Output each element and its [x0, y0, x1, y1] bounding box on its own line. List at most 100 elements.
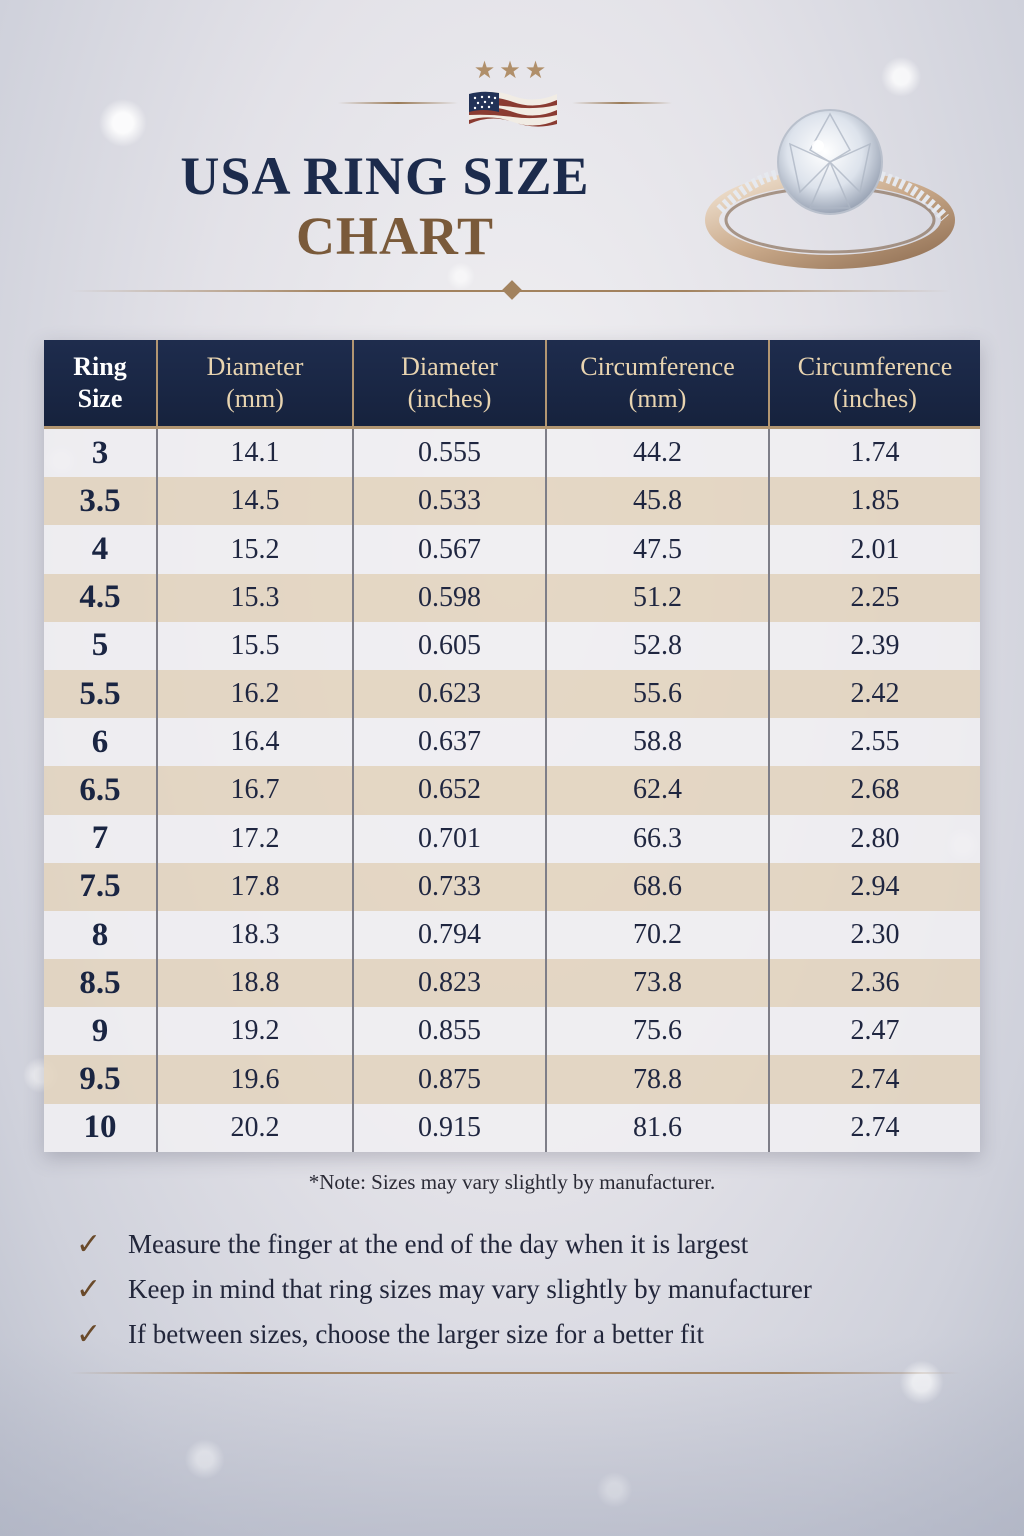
- table-cell: 16.2: [157, 669, 354, 719]
- table-cell: 16.7: [157, 766, 354, 815]
- table-cell: 2.25: [769, 573, 980, 622]
- ring-size-cell: 4.5: [44, 573, 158, 622]
- table-cell: 2.94: [769, 862, 980, 911]
- ring-size-table: Ring Size Diameter (mm) Diameter (inches) Circ…: [44, 340, 980, 1152]
- table-cell: 2.01: [769, 525, 980, 574]
- table-cell: 14.1: [157, 427, 354, 478]
- footer-divider: [70, 1372, 960, 1374]
- table-row: 3.5 14.5 0.533 45.8 1.85: [44, 477, 980, 526]
- ring-size-cell: 9: [44, 1007, 158, 1056]
- table-cell: 2.55: [769, 718, 980, 767]
- table-cell: 2.74: [769, 1103, 980, 1152]
- table-cell: 0.637: [353, 718, 547, 767]
- ring-size-cell: 5: [44, 621, 158, 670]
- column-header: Circumference (mm): [546, 340, 770, 429]
- table-cell: 15.3: [157, 573, 354, 622]
- table-row: 5 15.5 0.605 52.8 2.39: [44, 621, 980, 670]
- table-cell: 66.3: [546, 814, 770, 863]
- table-cell: 2.68: [769, 766, 980, 815]
- table-cell: 51.2: [546, 573, 770, 622]
- column-header: Circumference (inches): [769, 340, 980, 429]
- diamond-ring-image: [705, 109, 955, 269]
- table-cell: 70.2: [546, 910, 770, 960]
- header-rule-right: [572, 102, 672, 104]
- table-cell: 47.5: [546, 525, 770, 574]
- table-cell: 20.2: [157, 1103, 354, 1152]
- column-header-line2: (inches): [833, 384, 917, 413]
- table-row: 4.5 15.3 0.598 51.2 2.25: [44, 573, 980, 622]
- checkmark-icon: ✓: [76, 1272, 102, 1307]
- table-cell: 55.6: [546, 669, 770, 719]
- table-cell: 0.533: [353, 477, 547, 526]
- three-stars-icon: ★★★: [473, 58, 551, 84]
- tip-text: Keep in mind that ring sizes may vary sl…: [128, 1274, 812, 1304]
- column-header-line1: Ring: [73, 352, 127, 381]
- table-cell: 2.39: [769, 621, 980, 670]
- table-cell: 0.555: [353, 427, 547, 478]
- table-cell: 0.701: [353, 814, 547, 863]
- table-cell: 0.605: [353, 621, 547, 670]
- page-title-line2: CHART: [295, 206, 495, 266]
- table-body: 3 14.1 0.555 44.2 1.74 3.5 14.5 0.533 45.8 1.85 4 1…: [44, 427, 980, 1152]
- column-header-line2: Size: [77, 384, 123, 413]
- glitter-floor: [0, 1336, 1024, 1536]
- table-cell: 2.80: [769, 814, 980, 863]
- table-cell: 17.8: [157, 862, 354, 911]
- column-header: Diameter (inches): [353, 340, 547, 429]
- table-cell: 44.2: [546, 427, 770, 478]
- table-row: 9.5 19.6 0.875 78.8 2.74: [44, 1055, 980, 1104]
- table-row: 4 15.2 0.567 47.5 2.01: [44, 525, 980, 574]
- table-cell: 0.598: [353, 573, 547, 622]
- ring-size-cell: 3.5: [44, 477, 158, 526]
- table-cell: 2.74: [769, 1055, 980, 1104]
- table-cell: 1.85: [769, 477, 980, 526]
- column-header-line2: (inches): [407, 384, 492, 413]
- column-header-line2: (mm): [226, 384, 284, 413]
- table-cell: 19.2: [157, 1007, 354, 1056]
- table-cell: 15.5: [157, 621, 354, 670]
- table-cell: 0.733: [353, 862, 547, 911]
- table-cell: 18.8: [157, 959, 354, 1008]
- table-cell: 0.915: [353, 1103, 547, 1152]
- table-row: 9 19.2 0.855 75.6 2.47: [44, 1007, 980, 1056]
- ring-size-cell: 5.5: [44, 669, 158, 719]
- ring-size-cell: 10: [44, 1103, 158, 1152]
- table-cell: 45.8: [546, 477, 770, 526]
- ring-size-cell: 3: [44, 427, 158, 478]
- table-cell: 2.42: [769, 669, 980, 719]
- us-flag-icon: [469, 91, 557, 127]
- table-cell: 2.47: [769, 1007, 980, 1056]
- divider-diamond-icon: [502, 280, 522, 300]
- table-cell: 73.8: [546, 959, 770, 1008]
- column-header: Ring Size: [44, 340, 158, 429]
- header-rule-left: [338, 102, 458, 104]
- ring-size-cell: 4: [44, 525, 158, 574]
- ring-size-cell: 9.5: [44, 1055, 158, 1104]
- table-cell: 2.30: [769, 910, 980, 960]
- table-cell: 19.6: [157, 1055, 354, 1104]
- checkmark-icon: ✓: [76, 1317, 102, 1352]
- column-header: Diameter (mm): [157, 340, 354, 429]
- table-cell: 0.623: [353, 669, 547, 719]
- table-cell: 18.3: [157, 910, 354, 960]
- column-header-line1: Circumference: [580, 352, 735, 381]
- ring-size-cell: 7.5: [44, 862, 158, 911]
- table-cell: 0.567: [353, 525, 547, 574]
- ring-size-cell: 8.5: [44, 959, 158, 1008]
- table-cell: 1.74: [769, 427, 980, 478]
- table-cell: 0.875: [353, 1055, 547, 1104]
- table-cell: 0.794: [353, 910, 547, 960]
- tip-item: ✓ If between sizes, choose the larger siz…: [76, 1312, 956, 1357]
- table-cell: 14.5: [157, 477, 354, 526]
- manufacturer-note: *Note: Sizes may vary slightly by manufa…: [308, 1170, 716, 1194]
- ring-size-cell: 8: [44, 910, 158, 960]
- table-row: 3 14.1 0.555 44.2 1.74: [44, 427, 980, 478]
- tip-text: If between sizes, choose the larger size…: [128, 1319, 704, 1349]
- table-row: 8.5 18.8 0.823 73.8 2.36: [44, 959, 980, 1008]
- ring-size-cell: 6: [44, 718, 158, 767]
- column-header-line1: Diameter: [206, 352, 304, 381]
- tip-text: Measure the finger at the end of the day…: [128, 1229, 749, 1259]
- table-row: 5.5 16.2 0.623 55.6 2.42: [44, 669, 980, 719]
- table-cell: 68.6: [546, 862, 770, 911]
- table-cell: 78.8: [546, 1055, 770, 1104]
